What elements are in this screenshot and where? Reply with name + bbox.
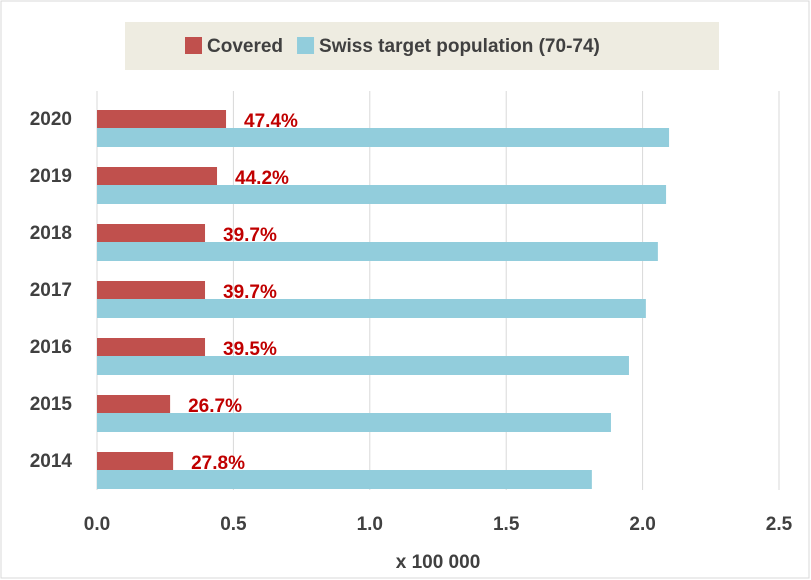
bar: [97, 281, 206, 300]
x-tick-label: 0.0: [84, 514, 110, 535]
bar: [97, 128, 670, 147]
data-label: 39.5%: [223, 339, 277, 360]
data-label: 39.7%: [223, 282, 277, 303]
bar: [97, 356, 629, 375]
y-tick-label: 2020: [30, 109, 72, 130]
data-label: 39.7%: [223, 225, 277, 246]
data-label: 47.4%: [244, 111, 298, 132]
bar: [97, 413, 611, 432]
x-tick-label: 2.0: [629, 514, 655, 535]
y-tick-label: 2016: [30, 337, 72, 358]
bar: [97, 470, 592, 489]
legend-swatch: [297, 37, 315, 54]
bar: [97, 338, 206, 357]
x-axis-label: x 100 000: [396, 552, 481, 573]
x-tick-label: 2.5: [766, 514, 793, 535]
data-label: 26.7%: [188, 396, 242, 417]
legend-label: Covered: [207, 36, 283, 57]
bar: [97, 395, 171, 414]
bar: [97, 185, 667, 204]
bar: [97, 299, 646, 318]
x-tick-label: 1.0: [357, 514, 383, 535]
bar: [97, 224, 206, 243]
bar: [97, 452, 174, 471]
bar: [97, 242, 658, 261]
y-tick-label: 2015: [30, 394, 73, 415]
y-tick-label: 2014: [30, 451, 73, 472]
legend-swatch: [185, 37, 202, 54]
bar: [97, 110, 227, 129]
data-label: 27.8%: [191, 453, 245, 474]
bar: [97, 167, 218, 186]
y-tick-label: 2017: [30, 280, 72, 301]
legend-label: Swiss target population (70-74): [319, 36, 600, 57]
x-tick-label: 0.5: [220, 514, 247, 535]
x-tick-label: 1.5: [493, 514, 520, 535]
y-tick-label: 2019: [30, 166, 72, 187]
y-tick-label: 2018: [30, 223, 72, 244]
legend-box: [125, 22, 719, 70]
data-label: 44.2%: [235, 168, 289, 189]
